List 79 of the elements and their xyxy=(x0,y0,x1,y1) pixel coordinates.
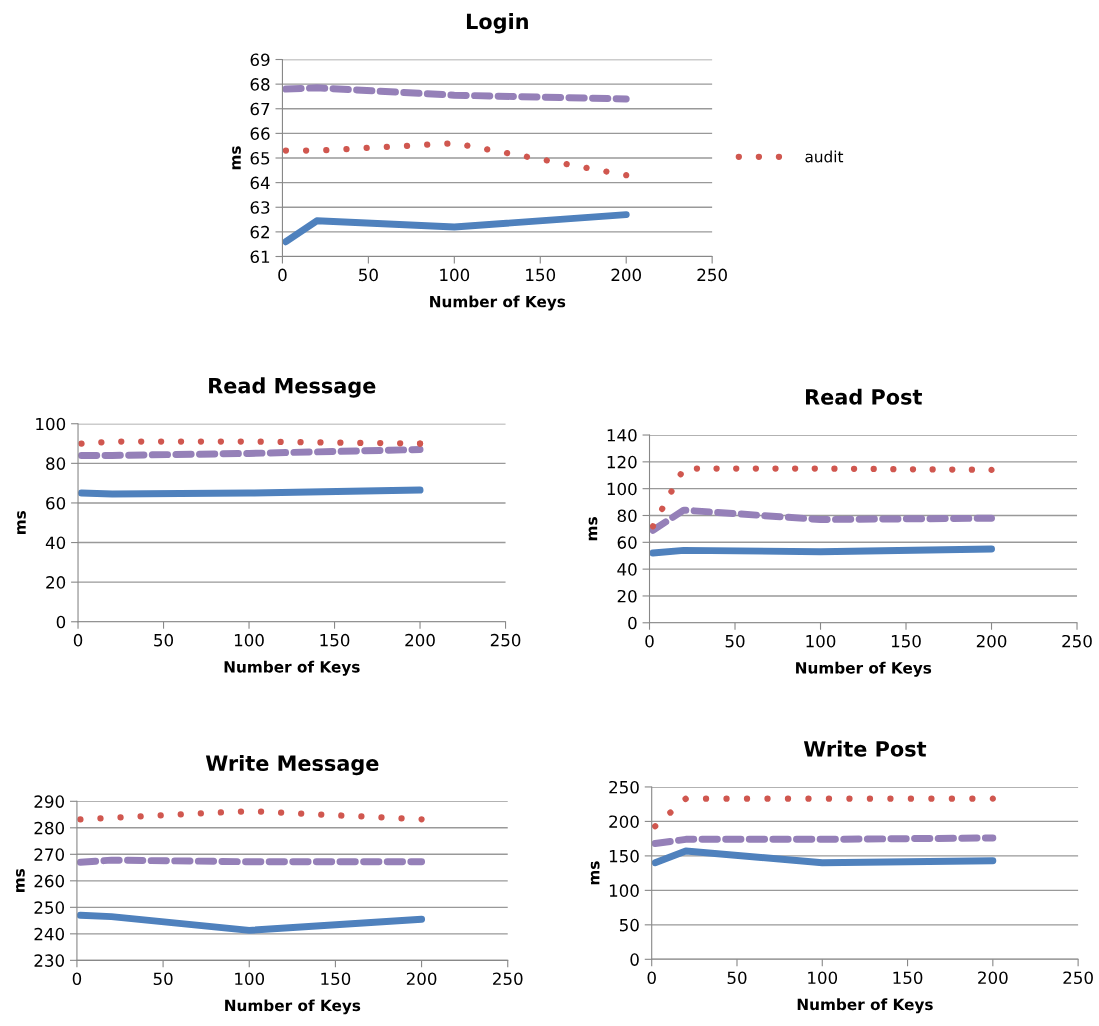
y-tick-label: 0 xyxy=(56,615,66,629)
y-tick-label: 62 xyxy=(250,225,269,239)
x-tick-label: 200 xyxy=(978,971,1008,985)
y-axis-title: ms xyxy=(588,517,598,541)
y-axis-title: ms xyxy=(16,869,25,893)
y-tick-label: 240 xyxy=(34,927,65,941)
y-tick-label: 50 xyxy=(619,918,639,932)
x-tick-label: 250 xyxy=(490,633,521,647)
y-tick-label: 64 xyxy=(250,176,270,190)
y-tick-label: 250 xyxy=(609,780,639,794)
x-tick-label: 0 xyxy=(645,634,654,648)
y-tick-label: 63 xyxy=(250,201,270,214)
x-tick-label: 200 xyxy=(406,972,437,986)
chart-title: Write Post xyxy=(803,740,927,757)
x-tick-label: 0 xyxy=(72,972,82,986)
y-tick-label: 270 xyxy=(34,848,65,861)
x-tick-label: 250 xyxy=(1063,971,1093,985)
y-tick-label: 0 xyxy=(628,616,637,630)
x-tick-label: 100 xyxy=(440,268,470,282)
x-tick-label: 150 xyxy=(891,634,921,648)
x-tick-label: 0 xyxy=(647,971,656,985)
x-tick-label: 50 xyxy=(153,972,173,986)
y-tick-label: 230 xyxy=(34,954,65,967)
x-tick-label: 200 xyxy=(405,633,435,647)
x-tick-label: 50 xyxy=(359,268,378,282)
y-tick-label: 290 xyxy=(34,795,65,808)
x-axis-title: Number of Keys xyxy=(225,999,361,1015)
y-tick-label: 150 xyxy=(609,849,639,863)
x-tick-label: 50 xyxy=(725,634,745,648)
x-tick-label: 250 xyxy=(1062,634,1092,648)
x-tick-label: 200 xyxy=(976,634,1007,648)
y-tick-label: 68 xyxy=(250,78,270,91)
y-tick-label: 140 xyxy=(607,428,637,442)
y-tick-label: 100 xyxy=(609,884,639,897)
x-tick-label: 100 xyxy=(806,634,836,648)
y-axis-title: ms xyxy=(232,146,241,170)
y-tick-label: 61 xyxy=(250,250,270,264)
x-axis-title: Number of Keys xyxy=(797,998,933,1014)
x-axis-title: Number of Keys xyxy=(224,660,360,676)
y-tick-label: 0 xyxy=(630,953,639,966)
y-tick-label: 20 xyxy=(46,576,66,589)
legend-label: audit xyxy=(805,150,844,163)
x-tick-label: 50 xyxy=(727,971,747,985)
x-axis-title: Number of Keys xyxy=(430,295,566,311)
y-tick-label: 67 xyxy=(250,102,270,116)
y-tick-label: 65 xyxy=(250,151,270,165)
chart-title: Write Message xyxy=(205,754,379,776)
x-tick-label: 50 xyxy=(154,633,174,647)
y-axis-title: ms xyxy=(17,510,26,534)
y-tick-label: 20 xyxy=(617,589,637,603)
y-tick-label: 100 xyxy=(36,417,66,431)
y-tick-label: 60 xyxy=(617,536,637,549)
x-tick-label: 250 xyxy=(697,268,727,282)
y-tick-label: 60 xyxy=(46,496,66,510)
x-tick-label: 0 xyxy=(278,268,287,282)
y-tick-label: 200 xyxy=(609,815,639,828)
x-tick-label: 150 xyxy=(526,268,556,282)
y-tick-label: 280 xyxy=(34,821,65,835)
y-tick-label: 100 xyxy=(607,482,637,496)
y-tick-label: 80 xyxy=(46,457,66,470)
chart-title: Read Post xyxy=(806,388,922,405)
x-tick-label: 150 xyxy=(893,971,923,985)
x-tick-label: 150 xyxy=(321,972,351,986)
y-tick-label: 260 xyxy=(34,874,65,888)
x-tick-label: 250 xyxy=(493,972,523,986)
chart-title: Read Message xyxy=(209,377,376,398)
y-axis-title: ms xyxy=(590,861,600,885)
x-tick-label: 150 xyxy=(320,633,350,647)
y-tick-label: 40 xyxy=(45,536,66,550)
y-tick-label: 40 xyxy=(617,563,637,576)
x-tick-label: 100 xyxy=(808,971,838,985)
y-tick-label: 80 xyxy=(617,509,637,523)
chart-title: Login xyxy=(466,13,528,34)
y-tick-label: 120 xyxy=(607,455,637,469)
y-tick-label: 66 xyxy=(250,127,270,140)
y-tick-label: 69 xyxy=(250,53,270,67)
x-axis-title: Number of Keys xyxy=(796,661,932,677)
y-tick-label: 250 xyxy=(34,901,65,914)
x-tick-label: 0 xyxy=(73,633,83,647)
